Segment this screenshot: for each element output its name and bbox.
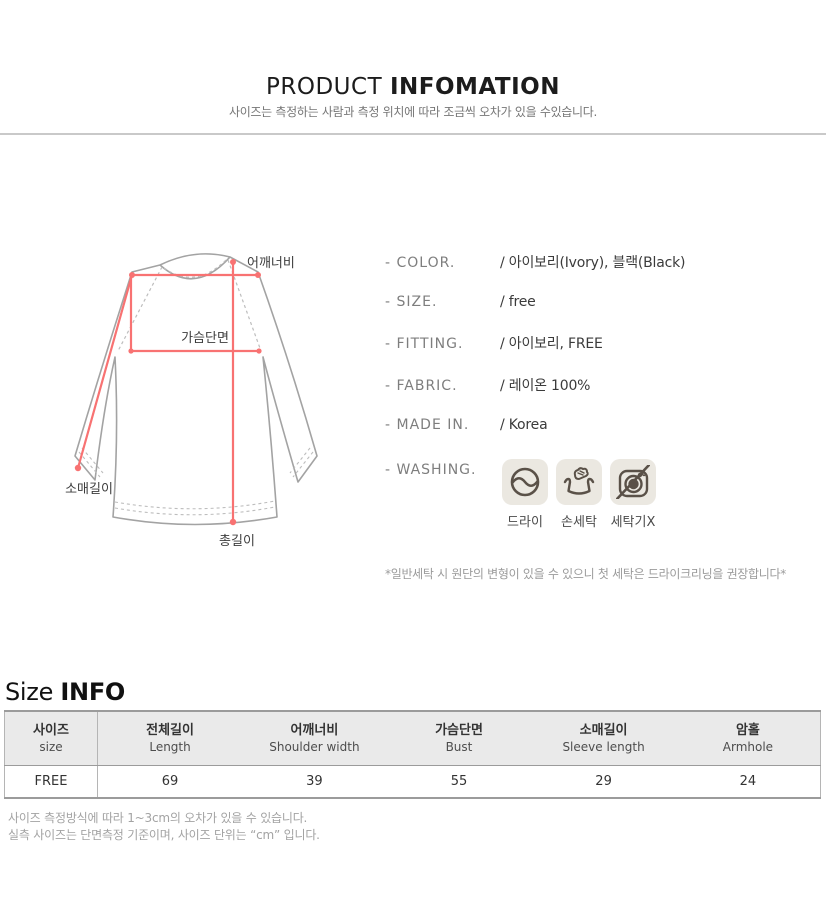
col-ko: 전체길이 xyxy=(146,722,194,738)
shirt-collar xyxy=(159,256,231,280)
sleeve-length-line xyxy=(76,273,134,470)
color-label: - COLOR. xyxy=(385,255,456,271)
detail-row-size: - SIZE. / free xyxy=(385,294,536,310)
washing-unit-machine: 세탁기X xyxy=(610,459,656,530)
size-col-header-sleeve: 소매길이 Sleeve length xyxy=(531,711,676,766)
size-cell-size: FREE xyxy=(4,765,98,798)
col-en: Bust xyxy=(445,740,473,755)
col-ko: 암홀 xyxy=(735,722,760,738)
page-title: PRODUCT INFOMATION xyxy=(0,74,826,100)
size-info-heading: Size INFO xyxy=(5,678,125,706)
sleeve-length-label: 소매길이 xyxy=(65,482,113,497)
size-col-header-armhole: 암홀 Armhole xyxy=(675,711,821,766)
washing-unit-dry: 드라이 xyxy=(502,459,548,530)
size-col-header-bust: 가슴단면 Bust xyxy=(386,711,532,766)
shirt-diagram-svg: 어깨너비 가슴단면 소매길이 총길이 xyxy=(65,253,318,549)
dry-clean-label: 드라이 xyxy=(507,515,543,530)
col-ko: 소매길이 xyxy=(579,722,628,738)
fitting-label: - FITTING. xyxy=(385,336,464,352)
hand-wash-icon xyxy=(556,459,602,505)
fabric-value: / 레이온 100% xyxy=(500,378,591,394)
size-col-header-size: 사이즈 size xyxy=(4,711,98,766)
washing-note: *일반세탁 시 원단의 변형이 있을 수 있으니 첫 세탁은 드라이크리닝을 권… xyxy=(385,567,786,581)
detail-row-fabric: - FABRIC. / 레이온 100% xyxy=(385,375,590,395)
made-in-label: - MADE IN. xyxy=(385,417,470,433)
shirt-measurement-diagram: 어깨너비 가슴단면 소매길이 총길이 xyxy=(55,230,365,560)
size-cell-sleeve: 29 xyxy=(595,773,612,789)
col-en: Sleeve length xyxy=(562,740,645,755)
detail-row-color: - COLOR. / 아이보리(Ivory), 블랙(Black) xyxy=(385,252,685,272)
total-length-label: 총길이 xyxy=(219,534,255,549)
col-ko: 가슴단면 xyxy=(435,722,483,738)
dry-clean-icon xyxy=(502,459,548,505)
col-ko: 어깨너비 xyxy=(290,722,339,738)
size-label: - SIZE. xyxy=(385,294,438,310)
shirt-raglan-seam-right xyxy=(227,259,262,352)
made-in-value: / Korea xyxy=(500,417,548,433)
washing-unit-hand: 손세탁 xyxy=(556,459,602,530)
no-machine-wash-label: 세탁기X xyxy=(610,515,656,530)
size-col-header-shoulder: 어깨너비 Shoulder width xyxy=(242,711,387,766)
size-note-line2: 실측 사이즈는 단면측정 기준이며, 사이즈 단위는 “cm” 입니다. xyxy=(8,828,320,843)
size-info-heading-light: Size xyxy=(5,678,54,706)
size-table-data-row: FREE 69 39 55 29 24 xyxy=(4,765,821,798)
shirt-raglan-seam-left xyxy=(117,266,163,352)
hand-wash-label: 손세탁 xyxy=(561,515,597,530)
size-cell-length: 69 xyxy=(161,773,179,789)
shirt-cuff-stitch-right xyxy=(289,447,314,478)
shoulder-width-label: 어깨너비 xyxy=(247,256,295,271)
size-table-header-row: 사이즈 size 전체길이 Length 어깨너비 Shoulder width… xyxy=(4,711,821,766)
bust-label: 가슴단면 xyxy=(181,331,229,346)
size-col-header-length: 전체길이 Length xyxy=(97,711,243,766)
page-subtitle: 사이즈는 측정하는 사람과 측정 위치에 따라 조금씩 오차가 있을 수있습니다… xyxy=(228,105,598,119)
washing-icons: 드라이 손세탁 xyxy=(502,459,656,530)
washing-label: - WASHING. xyxy=(385,462,477,478)
col-ko: 사이즈 xyxy=(33,722,69,738)
fitting-value: / 아이보리, FREE xyxy=(500,336,603,352)
size-value: / free xyxy=(500,294,536,310)
header-divider xyxy=(0,133,826,135)
no-machine-wash-icon xyxy=(610,459,656,505)
page-title-light: PRODUCT xyxy=(266,74,383,100)
measurement-lines xyxy=(76,260,261,524)
size-cell-bust: 55 xyxy=(450,773,468,789)
size-cell-shoulder: 39 xyxy=(306,773,323,789)
detail-row-madein: - MADE IN. / Korea xyxy=(385,417,548,433)
size-table: 사이즈 size 전체길이 Length 어깨너비 Shoulder width… xyxy=(4,710,821,799)
size-cell-armhole: 24 xyxy=(739,773,757,789)
measurement-dots xyxy=(74,259,262,526)
color-value: / 아이보리(Ivory), 블랙(Black) xyxy=(500,255,686,271)
size-notes: 사이즈 측정방식에 따라 1~3cm의 오차가 있을 수 있습니다. 실측 사이… xyxy=(8,810,320,845)
col-en: Length xyxy=(149,740,191,755)
col-en: Shoulder width xyxy=(269,740,360,755)
size-info-heading-bold: INFO xyxy=(60,678,126,706)
detail-row-fitting: - FITTING. / 아이보리, FREE xyxy=(385,333,603,353)
detail-row-washing: - WASHING. xyxy=(385,462,500,478)
col-en: size xyxy=(39,740,63,755)
shirt-hem-stitch xyxy=(114,500,276,516)
page-title-bold: INFOMATION xyxy=(389,74,560,100)
col-en: Armhole xyxy=(722,740,774,755)
shirt-outline xyxy=(74,253,318,526)
shirt-collar-inner-seam xyxy=(163,259,227,278)
fabric-label: - FABRIC. xyxy=(385,378,458,394)
size-note-line1: 사이즈 측정방식에 따라 1~3cm의 오차가 있을 수 있습니다. xyxy=(8,811,308,825)
